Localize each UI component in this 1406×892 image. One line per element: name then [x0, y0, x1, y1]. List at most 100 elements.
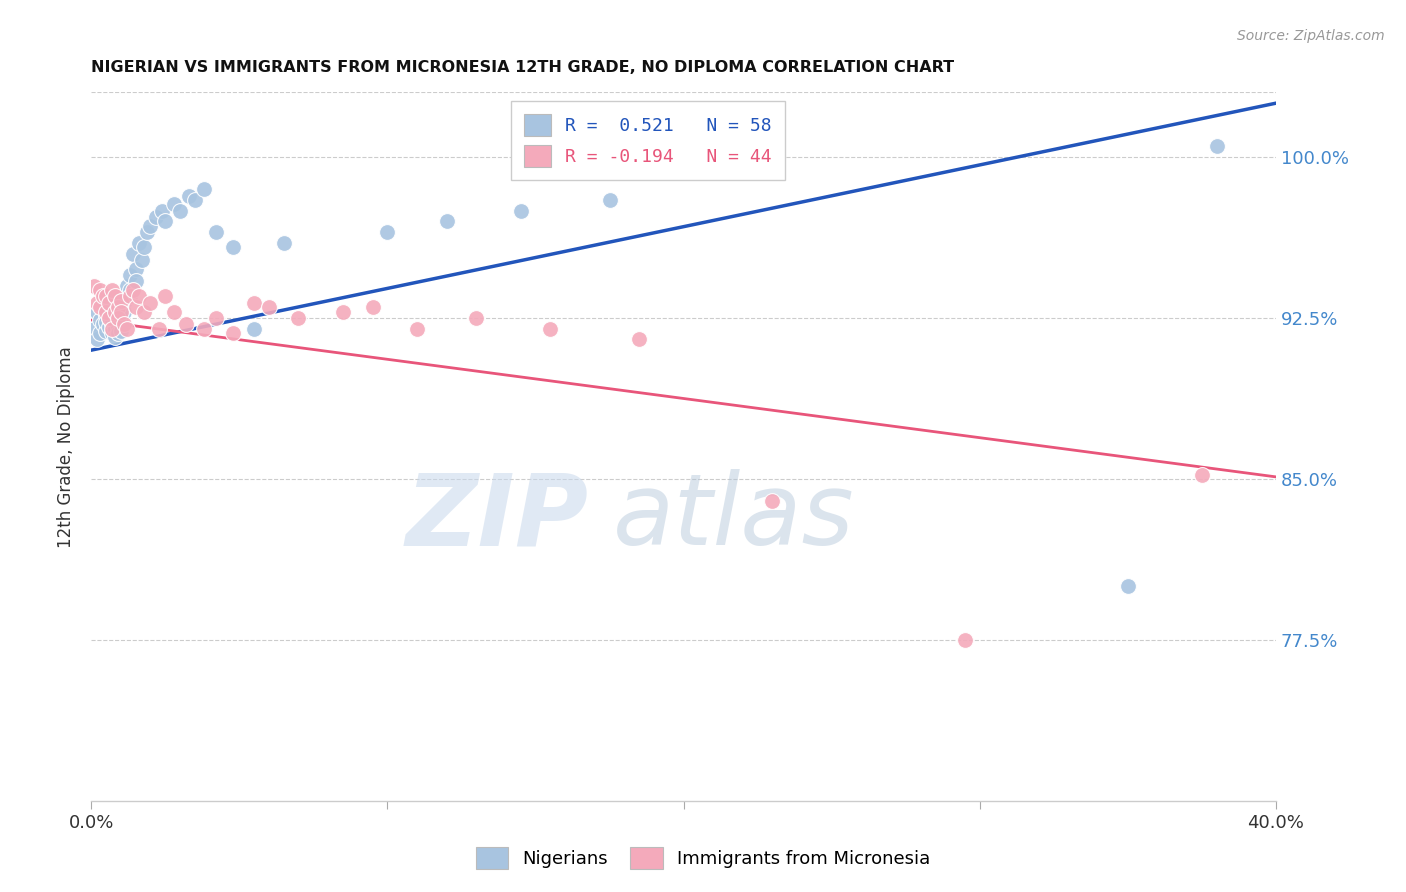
Point	[107, 300, 129, 314]
Point	[139, 296, 162, 310]
Point	[118, 289, 141, 303]
Point	[953, 633, 976, 648]
Point	[97, 296, 120, 310]
Point	[174, 318, 197, 332]
Point	[538, 321, 561, 335]
Point	[112, 296, 135, 310]
Point	[104, 304, 127, 318]
Point	[287, 310, 309, 325]
Point	[163, 197, 186, 211]
Point	[101, 318, 124, 332]
Point	[101, 313, 124, 327]
Point	[94, 315, 117, 329]
Point	[204, 310, 226, 325]
Point	[118, 283, 141, 297]
Point	[86, 296, 108, 310]
Point	[89, 313, 111, 327]
Point	[169, 203, 191, 218]
Point	[91, 318, 114, 332]
Point	[273, 235, 295, 250]
Point	[115, 289, 138, 303]
Point	[1191, 467, 1213, 482]
Point	[332, 304, 354, 318]
Legend: Nigerians, Immigrants from Micronesia: Nigerians, Immigrants from Micronesia	[468, 839, 938, 876]
Point	[761, 493, 783, 508]
Point	[107, 310, 129, 325]
Point	[112, 304, 135, 318]
Point	[134, 240, 156, 254]
Text: Source: ZipAtlas.com: Source: ZipAtlas.com	[1237, 29, 1385, 43]
Point	[94, 324, 117, 338]
Point	[128, 289, 150, 303]
Point	[110, 293, 132, 308]
Point	[243, 321, 266, 335]
Point	[204, 225, 226, 239]
Point	[465, 310, 488, 325]
Point	[107, 319, 129, 334]
Y-axis label: 12th Grade, No Diploma: 12th Grade, No Diploma	[58, 346, 75, 548]
Point	[86, 333, 108, 347]
Point	[222, 240, 245, 254]
Point	[118, 268, 141, 282]
Point	[377, 225, 399, 239]
Point	[97, 310, 120, 325]
Point	[115, 321, 138, 335]
Point	[136, 225, 159, 239]
Point	[94, 309, 117, 323]
Point	[121, 283, 143, 297]
Point	[101, 302, 124, 317]
Point	[193, 321, 215, 335]
Point	[110, 324, 132, 338]
Text: ZIP: ZIP	[406, 469, 589, 566]
Point	[107, 310, 129, 325]
Point	[94, 289, 117, 303]
Point	[101, 326, 124, 340]
Point	[89, 283, 111, 297]
Point	[128, 235, 150, 250]
Point	[222, 326, 245, 340]
Point	[110, 304, 132, 318]
Point	[145, 210, 167, 224]
Point	[110, 318, 132, 332]
Point	[121, 246, 143, 260]
Point	[89, 326, 111, 340]
Point	[91, 300, 114, 314]
Text: NIGERIAN VS IMMIGRANTS FROM MICRONESIA 12TH GRADE, NO DIPLOMA CORRELATION CHART: NIGERIAN VS IMMIGRANTS FROM MICRONESIA 1…	[91, 60, 955, 75]
Point	[97, 310, 120, 325]
Point	[153, 289, 176, 303]
Point	[112, 318, 135, 332]
Text: atlas: atlas	[613, 469, 853, 566]
Point	[89, 300, 111, 314]
Point	[91, 289, 114, 303]
Point	[131, 252, 153, 267]
Point	[599, 193, 621, 207]
Point	[101, 283, 124, 297]
Point	[257, 300, 280, 314]
Point	[124, 275, 146, 289]
Point	[139, 219, 162, 233]
Point	[86, 304, 108, 318]
Point	[134, 304, 156, 318]
Point	[177, 188, 200, 202]
Point	[1205, 139, 1227, 153]
Point	[101, 321, 124, 335]
Point	[104, 330, 127, 344]
Point	[124, 300, 146, 314]
Point	[243, 296, 266, 310]
Point	[110, 309, 132, 323]
Point	[1116, 579, 1139, 593]
Point	[115, 278, 138, 293]
Point	[104, 289, 127, 303]
Point	[83, 278, 105, 293]
Point	[104, 321, 127, 335]
Point	[193, 182, 215, 196]
Point	[509, 203, 531, 218]
Point	[94, 304, 117, 318]
Legend: R =  0.521   N = 58, R = -0.194   N = 44: R = 0.521 N = 58, R = -0.194 N = 44	[512, 102, 785, 180]
Point	[107, 326, 129, 340]
Point	[436, 214, 458, 228]
Point	[104, 307, 127, 321]
Point	[406, 321, 429, 335]
Point	[83, 321, 105, 335]
Point	[184, 193, 207, 207]
